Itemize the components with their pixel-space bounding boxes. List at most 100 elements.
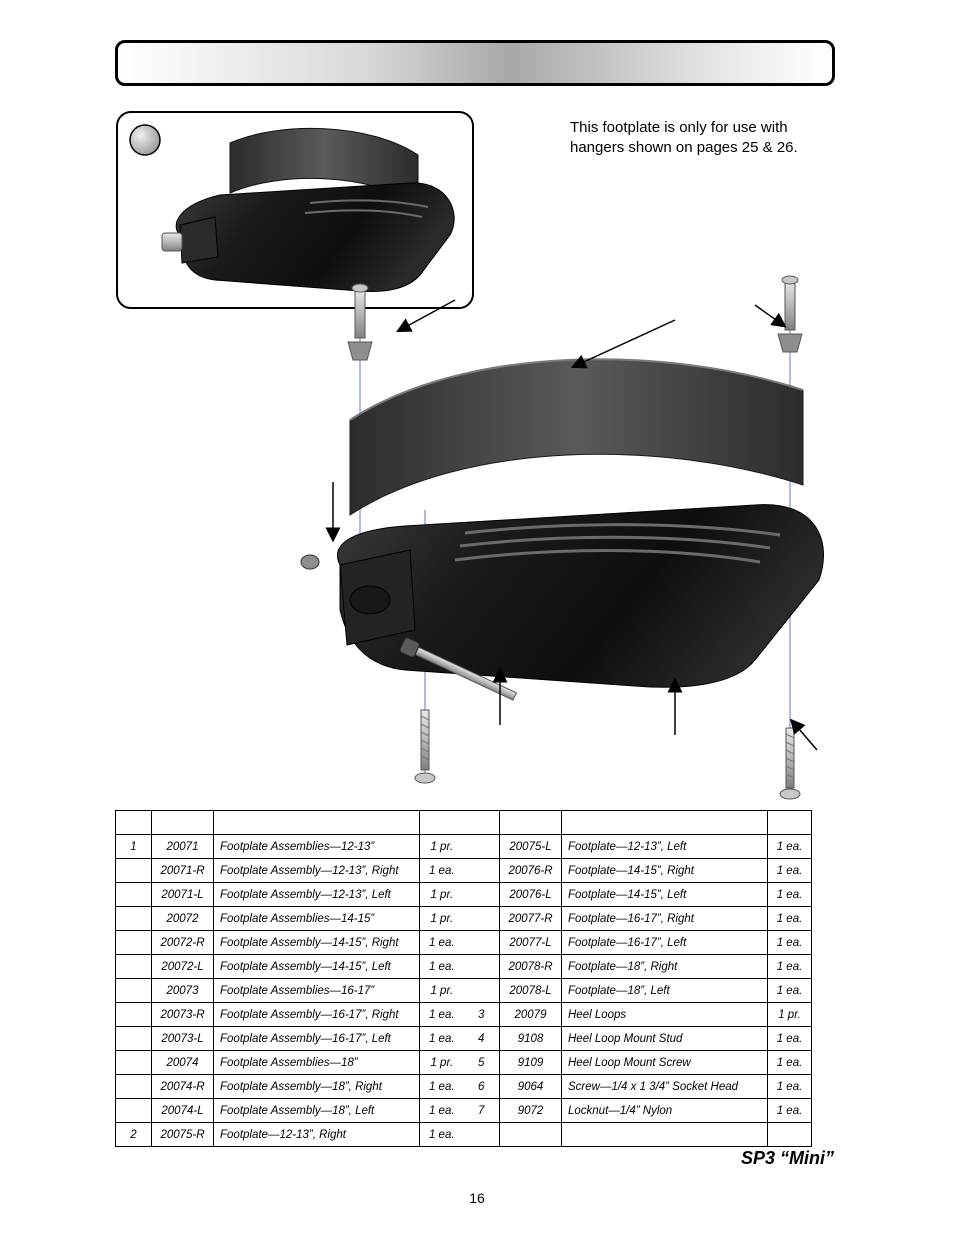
parts-table-right: 20075-LFootplate—12-13”, Left1 ea.20076-… [464,810,813,1147]
cell-qty: 1 ea. [768,907,812,931]
table-row: 20074-RFootplate Assembly—18”, Right1 ea… [116,1075,464,1099]
cell-qty: 1 ea. [420,955,464,979]
table-row: 20077-LFootplate—16-17”, Left1 ea. [464,931,812,955]
cell-part: 20075-L [500,835,562,859]
cell-part: 20074-L [152,1099,214,1123]
cell-item [464,835,500,859]
cell-item: 4 [464,1027,500,1051]
cell-qty: 1 pr. [420,835,464,859]
parts-table-left: 120071Footplate Assemblies—12-13”1 pr.20… [115,810,464,1147]
cell-qty: 1 ea. [768,1099,812,1123]
cell-qty: 1 ea. [768,1051,812,1075]
inset-callout-circle [130,125,160,155]
cell-part: 9108 [500,1027,562,1051]
cell-desc: Footplate—18”, Right [562,955,768,979]
cell-item [116,883,152,907]
cell-part: 9064 [500,1075,562,1099]
table-row: 20071-LFootplate Assembly—12-13”, Left1 … [116,883,464,907]
cell-item [116,1099,152,1123]
cell-item: 1 [116,835,152,859]
cell-qty: 1 ea. [420,1123,464,1147]
table-row: 20073Footplate Assemblies—16-17”1 pr. [116,979,464,1003]
cell-part: 20075-R [152,1123,214,1147]
table-row: 320079Heel Loops1 pr. [464,1003,812,1027]
cell-item: 3 [464,1003,500,1027]
cell-desc: Footplate Assembly—18”, Right [214,1075,420,1099]
cell-part: 20078-R [500,955,562,979]
table-row: 20073-LFootplate Assembly—16-17”, Left1 … [116,1027,464,1051]
cell-qty: 1 ea. [420,1003,464,1027]
cell-desc: Locknut—1/4” Nylon [562,1099,768,1123]
heel-loop-icon [350,359,803,515]
cell-qty: 1 ea. [768,931,812,955]
cell-desc: Footplate Assembly—12-13”, Left [214,883,420,907]
cell-item [116,1075,152,1099]
table-row: 79072Locknut—1/4” Nylon1 ea. [464,1099,812,1123]
cell-part: 20071-L [152,883,214,907]
cell-qty: 1 pr. [420,907,464,931]
table-row: 59109Heel Loop Mount Screw1 ea. [464,1051,812,1075]
table-row: 20078-RFootplate—18”, Right1 ea. [464,955,812,979]
cell-part: 20074 [152,1051,214,1075]
col-qty-header [768,811,812,835]
cell-desc: Footplate—18”, Left [562,979,768,1003]
footer-title: SP3 “Mini” [741,1148,834,1169]
cell-desc: Footplate Assemblies—14-15” [214,907,420,931]
cell-part: 20074-R [152,1075,214,1099]
cell-qty: 1 ea. [768,1027,812,1051]
footplate-icon [301,505,823,704]
cell-part: 20071-R [152,859,214,883]
col-item-header [464,811,500,835]
table-row: 220075-RFootplate—12-13”, Right1 ea. [116,1123,464,1147]
cell-qty: 1 ea. [768,979,812,1003]
cell-desc: Footplate—14-15”, Left [562,883,768,907]
header-bar [115,40,835,86]
cell-part: 9109 [500,1051,562,1075]
cell-qty: 1 ea. [420,931,464,955]
cell-part [500,1123,562,1147]
cell-item: 6 [464,1075,500,1099]
cell-qty: 1 ea. [420,1075,464,1099]
col-part-header [500,811,562,835]
parts-tables: 120071Footplate Assemblies—12-13”1 pr.20… [115,810,835,1147]
cell-item [464,979,500,1003]
cell-desc: Footplate Assemblies—16-17” [214,979,420,1003]
cell-qty: 1 pr. [420,883,464,907]
mount-screw-right-icon [780,728,800,799]
cell-desc: Footplate—16-17”, Right [562,907,768,931]
cell-desc: Footplate Assembly—14-15”, Right [214,931,420,955]
cell-item [116,907,152,931]
cell-item [464,1123,500,1147]
cell-item [116,979,152,1003]
cell-desc: Footplate—12-13”, Right [214,1123,420,1147]
table-row: 20072-LFootplate Assembly—14-15”, Left1 … [116,955,464,979]
table-row: 69064Screw—1/4 x 1 3/4” Socket Head1 ea. [464,1075,812,1099]
table-row: 20076-RFootplate—14-15”, Right1 ea. [464,859,812,883]
table-header-row [464,811,812,835]
table-row: 20078-LFootplate—18”, Left1 ea. [464,979,812,1003]
cell-item [116,931,152,955]
cell-part: 9072 [500,1099,562,1123]
table-row: 20075-LFootplate—12-13”, Left1 ea. [464,835,812,859]
cell-item [464,883,500,907]
col-part-header [152,811,214,835]
cell-item [464,931,500,955]
cell-desc [562,1123,768,1147]
cell-item [116,1003,152,1027]
cell-qty: 1 ea. [768,835,812,859]
table-row: 20076-LFootplate—14-15”, Left1 ea. [464,883,812,907]
table-row: 20077-RFootplate—16-17”, Right1 ea. [464,907,812,931]
cell-part: 20076-R [500,859,562,883]
cell-desc: Footplate—12-13”, Left [562,835,768,859]
cell-qty: 1 pr. [420,979,464,1003]
cell-item [116,859,152,883]
stud-right-icon [778,276,802,352]
table-row: 120071Footplate Assemblies—12-13”1 pr. [116,835,464,859]
cell-item: 7 [464,1099,500,1123]
table-header-row [116,811,464,835]
cell-part: 20073 [152,979,214,1003]
cell-part: 20073-L [152,1027,214,1051]
cell-part: 20071 [152,835,214,859]
cell-desc: Footplate Assemblies—18” [214,1051,420,1075]
cell-part: 20078-L [500,979,562,1003]
